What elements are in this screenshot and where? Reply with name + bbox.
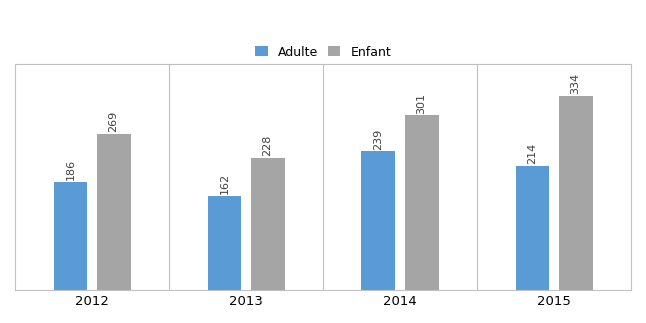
Bar [516, 166, 549, 290]
Text: 334: 334 [570, 73, 581, 94]
Text: 186: 186 [65, 159, 76, 181]
Text: 214: 214 [527, 143, 537, 164]
Bar [362, 151, 395, 290]
Text: 228: 228 [262, 135, 273, 156]
Bar [97, 134, 130, 290]
Text: 162: 162 [220, 173, 229, 194]
Bar [404, 115, 439, 290]
Text: 301: 301 [417, 93, 426, 114]
Text: 269: 269 [109, 111, 119, 132]
Legend: Adulte, Enfant: Adulte, Enfant [250, 40, 396, 64]
Bar [251, 158, 284, 290]
Text: 239: 239 [373, 128, 384, 150]
Bar [559, 96, 592, 290]
Bar [207, 196, 242, 290]
Bar [54, 182, 87, 290]
